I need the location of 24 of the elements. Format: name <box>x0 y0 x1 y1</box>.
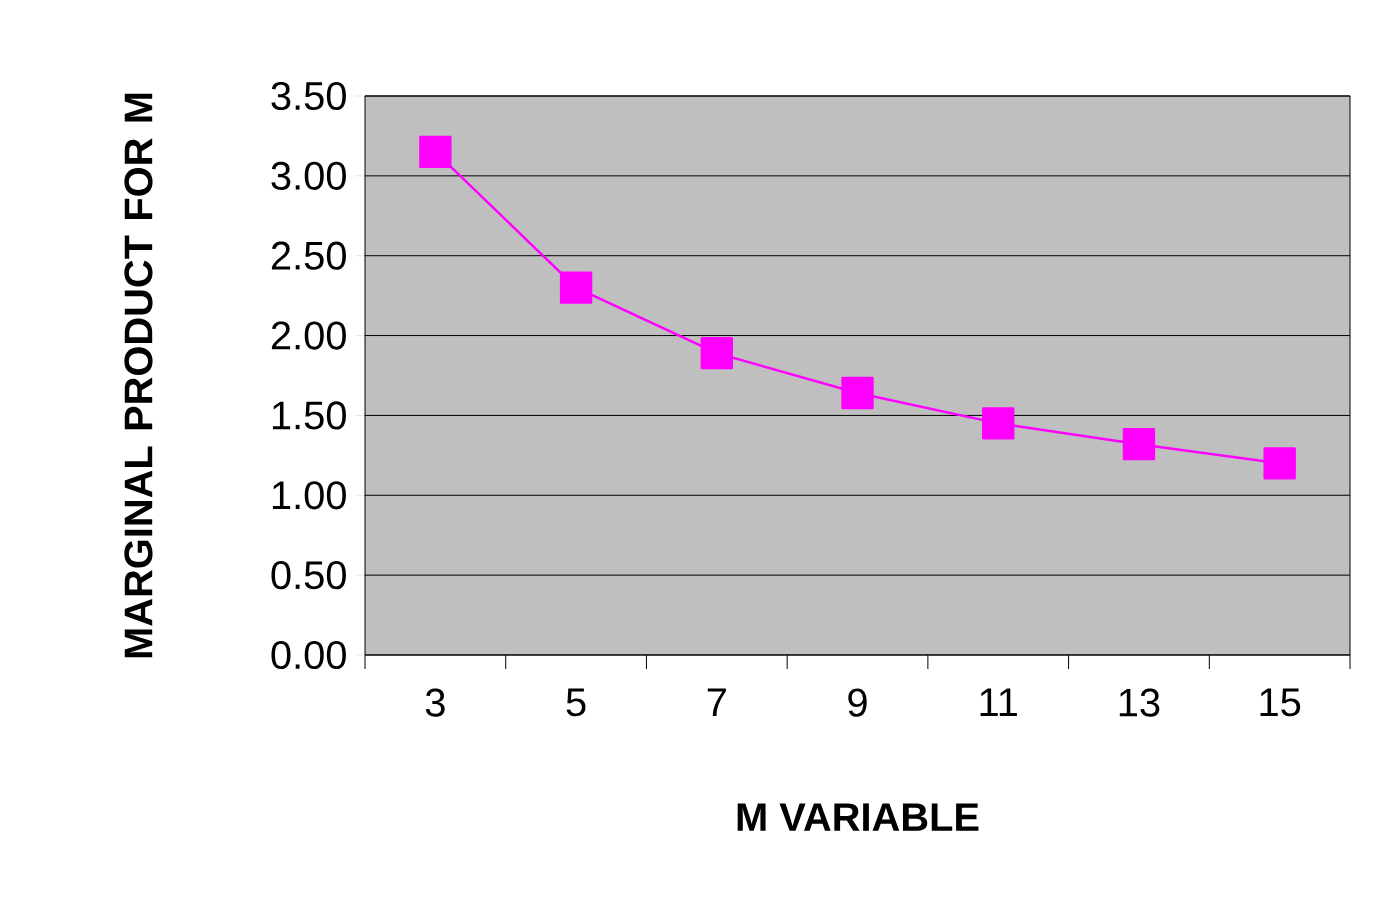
x-tick-label: 13 <box>1119 688 1160 717</box>
x-tick-label: 5 <box>566 688 586 717</box>
point <box>700 336 733 370</box>
point <box>1263 447 1296 480</box>
y-axis-title: MARGINAL PRODUCT FOR M <box>124 93 153 658</box>
y-tick-label: 1.50 <box>272 401 346 430</box>
point <box>982 407 1015 440</box>
point <box>559 271 593 304</box>
x-tick-label: 3 <box>425 688 445 717</box>
x-tick-label: 11 <box>980 688 1017 716</box>
x-axis-title: M VARIABLE <box>737 803 979 831</box>
y-tick-label: 2.00 <box>271 321 346 350</box>
x-tick-label: 9 <box>848 688 867 717</box>
y-tick-label: 0.50 <box>271 561 346 590</box>
point <box>419 135 452 169</box>
y-tick-label: 3.50 <box>271 81 346 111</box>
y-tick-label: 1.00 <box>272 481 346 510</box>
x-tick-label: 15 <box>1260 688 1301 717</box>
y-tick-label: 3.00 <box>271 161 346 190</box>
x-tick-label: 7 <box>707 688 726 716</box>
point <box>841 376 874 410</box>
y-tick-label: 0.00 <box>271 640 346 670</box>
y-tick-label: 2.50 <box>271 241 346 270</box>
point <box>1122 427 1156 461</box>
